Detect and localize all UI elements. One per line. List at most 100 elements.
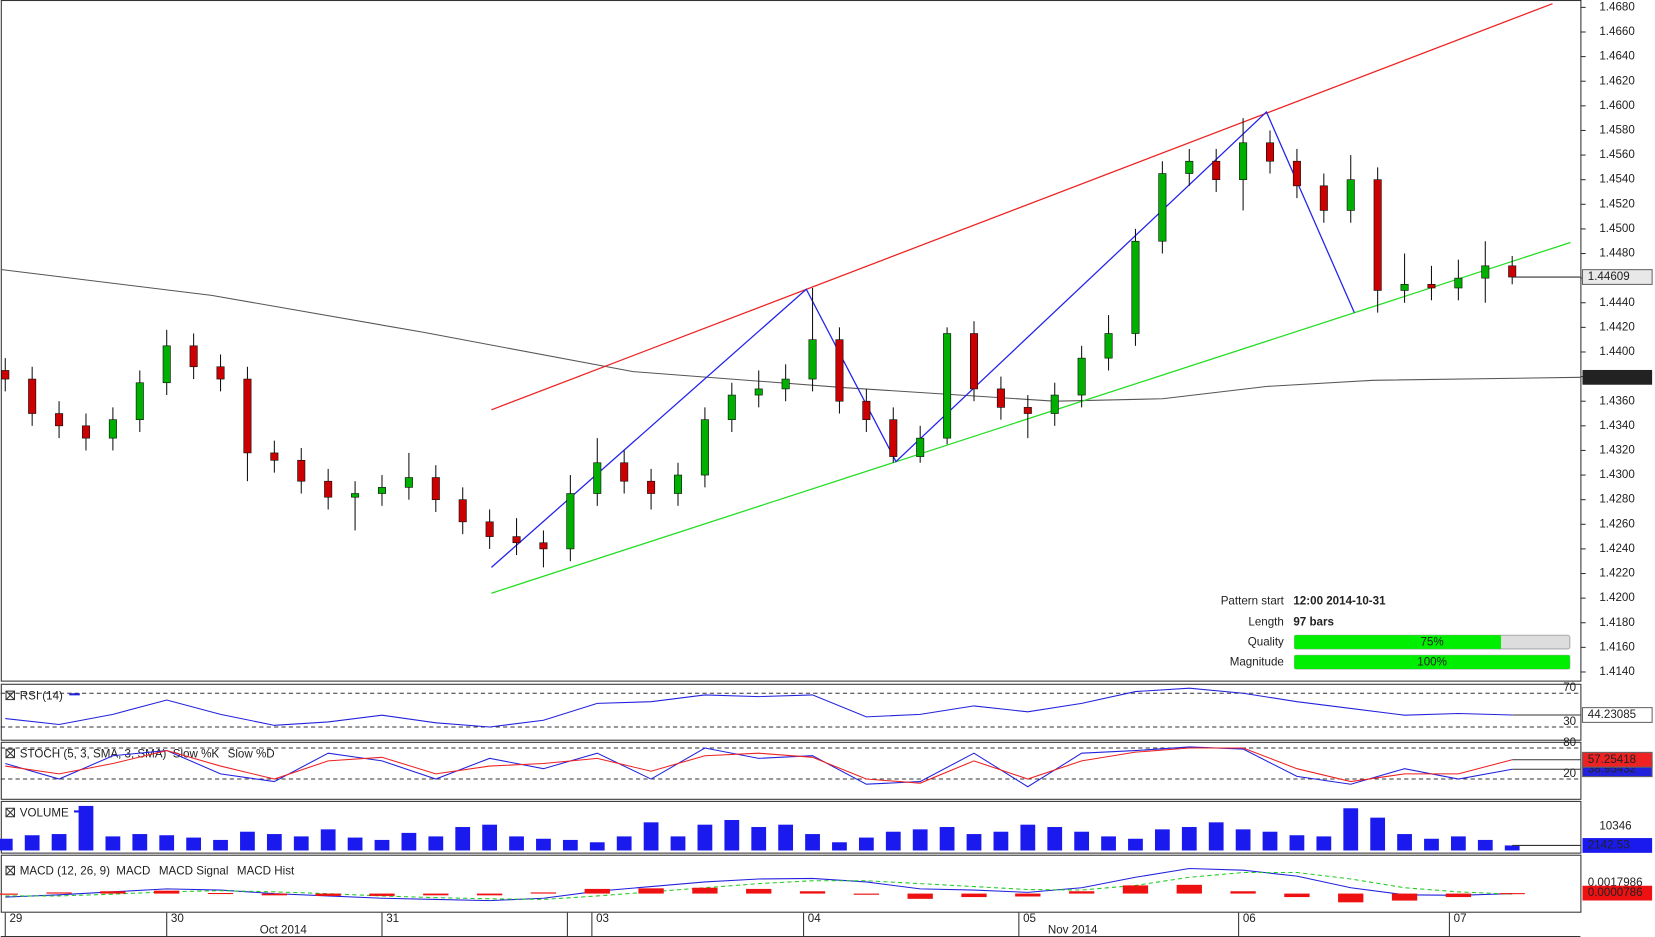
last-value-box (1581, 707, 1653, 723)
y-tick-label: 1.4600 (1599, 99, 1634, 112)
volume-bar (993, 831, 1009, 851)
legend-entry: Slow %D (228, 748, 275, 761)
volume-bar (1047, 827, 1063, 851)
candle-body (539, 542, 548, 550)
candle-body (1131, 240, 1140, 334)
candle-body (673, 474, 683, 494)
hist-bar (799, 891, 826, 894)
volume-bar (1450, 836, 1466, 851)
hist-bar (1176, 884, 1202, 894)
volume-bar (697, 824, 713, 851)
meter-fill (1294, 655, 1570, 669)
volume-bar (1370, 817, 1386, 851)
candle-body (727, 394, 736, 420)
volume-bar (1128, 838, 1143, 851)
info-label: Length (1248, 616, 1283, 629)
candle-body (1077, 357, 1086, 396)
rsi-panel (0, 683, 1582, 741)
y-tick-label: 1.4640 (1599, 50, 1634, 63)
last-value-label: 57.25418 (1588, 753, 1636, 766)
volume-bar (885, 831, 901, 851)
volume-bar (51, 834, 67, 851)
candle-body (431, 477, 440, 500)
info-value: 97 bars (1293, 616, 1334, 629)
volume-bar (778, 824, 794, 851)
candle-body (55, 413, 64, 427)
hist-bar (1015, 893, 1041, 897)
volume-bar (0, 838, 13, 851)
candle-body (835, 339, 844, 402)
y-tick-label: 1.4240 (1599, 542, 1634, 555)
candle-body (1481, 265, 1490, 279)
info-label: Pattern start (1221, 595, 1285, 608)
volume-bar (105, 836, 121, 851)
volume-bar (1289, 835, 1305, 851)
candle-body (216, 366, 225, 380)
channel-lower (491, 241, 1571, 594)
panel-title: RSI (14) (20, 689, 63, 702)
stoch-panel (0, 741, 1582, 800)
y-tick-label: 1.4560 (1599, 148, 1634, 161)
candle-body (969, 333, 979, 390)
x-tick-label: 07 (1454, 912, 1467, 925)
indicator-line (5, 747, 1513, 784)
candle-body (647, 480, 656, 494)
candle-body (351, 493, 360, 498)
volume-bar (1235, 829, 1251, 851)
candle-body (1266, 142, 1275, 162)
volume-bar (186, 837, 202, 851)
volume-bar (966, 834, 982, 851)
hist-bar (1499, 893, 1525, 895)
volume-bar (939, 827, 955, 851)
volume-bar (320, 829, 336, 851)
volume-bar (805, 834, 820, 851)
volume-bar (401, 832, 417, 851)
volume-bar (1208, 822, 1224, 851)
candle-body (1104, 333, 1113, 359)
volume-bar (509, 836, 524, 851)
x-tick-label: 04 (808, 912, 821, 925)
hist-bar (638, 888, 664, 894)
candle-body (1239, 142, 1248, 181)
indicator-line (5, 746, 1513, 788)
y-tick-label: 10346 (1599, 819, 1631, 832)
hist-bar (100, 891, 126, 894)
candle-body (28, 378, 37, 414)
volume-bar (132, 834, 148, 851)
candle-body (81, 425, 90, 439)
meter-label: 75% (1421, 636, 1444, 649)
legend-entry: Slow %K (173, 748, 220, 761)
hist-bar (1068, 891, 1095, 894)
y-tick-label: 1.4300 (1599, 468, 1634, 481)
volume-panel (0, 800, 1582, 854)
candle-body (1292, 160, 1301, 187)
hist-bar (584, 888, 610, 894)
hist-bar (746, 888, 772, 894)
volume-bar (428, 836, 444, 851)
y-tick-label: 1.4200 (1599, 591, 1634, 604)
volume-bar (374, 839, 390, 851)
hist-bar (261, 893, 288, 896)
volume-bar (482, 824, 498, 851)
volume-bar (1181, 827, 1197, 851)
candle-body (1023, 407, 1032, 414)
panel-title: MACD (12, 26, 9) (20, 865, 110, 878)
volume-bar (832, 842, 847, 851)
candle-body (1508, 265, 1517, 278)
y-tick-label: 1.4340 (1599, 419, 1634, 432)
hist-bar (46, 892, 72, 894)
y-tick-label: 1.4360 (1599, 394, 1634, 407)
meter-label: 100% (1417, 656, 1447, 669)
candle-body (593, 462, 602, 494)
y-tick-label: 1.4180 (1599, 616, 1634, 629)
y-tick-label: 1.4500 (1599, 222, 1634, 235)
hist-bar (1122, 885, 1149, 894)
hist-bar (1338, 893, 1364, 903)
candle-body (270, 452, 279, 461)
candle-body (189, 345, 198, 368)
candle-body (458, 499, 467, 523)
volume-bar (266, 834, 282, 851)
candle-body (377, 487, 386, 494)
